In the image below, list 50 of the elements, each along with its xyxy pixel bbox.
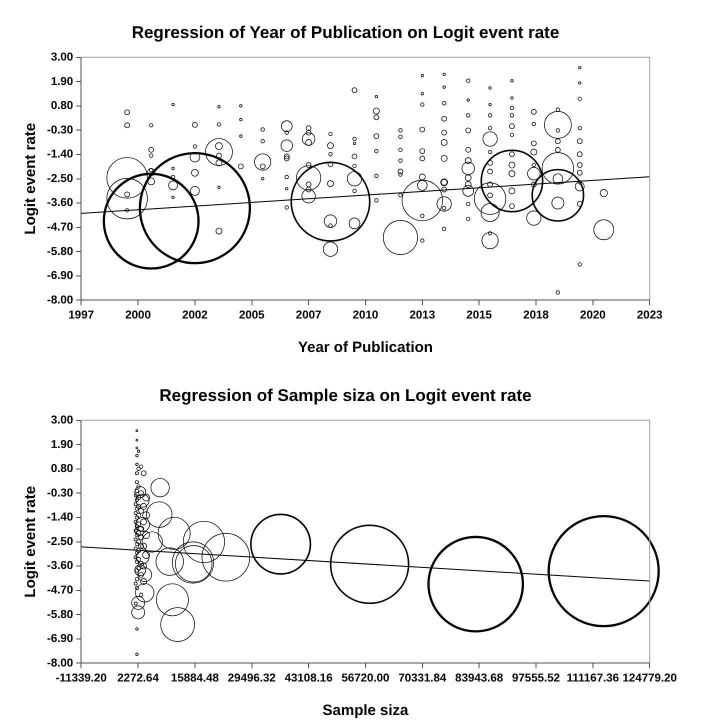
x-tick-label: 2002 xyxy=(182,309,208,322)
chart-title: Regression of Year of Publication on Logit event rate xyxy=(132,22,560,42)
x-axis-title: Year of Publication xyxy=(298,339,433,356)
y-tick-label: 1.90 xyxy=(50,438,74,451)
y-tick-label: -1.40 xyxy=(46,512,74,524)
y-tick-label: 0.80 xyxy=(50,100,74,112)
x-tick-label: 2000 xyxy=(125,309,151,322)
y-tick-label: -0.30 xyxy=(46,124,74,136)
x-tick-label: 97555.52 xyxy=(512,672,560,684)
x-tick-label: 2013 xyxy=(410,309,436,322)
y-tick-label: -2.50 xyxy=(46,536,74,548)
y-tick-label: -4.70 xyxy=(46,584,74,596)
y-tick-label: -2.50 xyxy=(46,172,74,185)
x-axis-title: Sample siza xyxy=(322,702,410,720)
x-tick-label: 2018 xyxy=(523,309,550,322)
y-tick-label: 1.90 xyxy=(50,76,74,88)
y-tick-label: 0.80 xyxy=(50,463,74,476)
x-tick-label: 124779.20 xyxy=(622,672,677,684)
x-tick-label: 83943.68 xyxy=(455,672,504,684)
x-tick-label: 29496.32 xyxy=(228,672,276,684)
x-tick-label: 111167.36 xyxy=(566,672,620,684)
y-tick-label: -3.60 xyxy=(46,560,74,572)
x-tick-label: 2005 xyxy=(238,309,266,322)
x-tick-label: 2272.64 xyxy=(117,672,160,684)
y-tick-label: 3.00 xyxy=(50,414,74,426)
y-tick-label: -8.00 xyxy=(46,657,74,670)
x-tick-label: 70331.84 xyxy=(398,672,447,684)
y-tick-label: -6.90 xyxy=(46,633,74,646)
x-tick-label: 15884.48 xyxy=(170,672,220,684)
x-tick-label: 2010 xyxy=(352,309,378,322)
y-tick-label: -5.80 xyxy=(46,246,74,258)
y-tick-label: -8.00 xyxy=(46,294,74,306)
x-tick-label: -11339.20 xyxy=(56,672,107,684)
chart-title: Regression of Sample siza on Logit event rate xyxy=(159,386,532,405)
y-axis-title: Logit event rate xyxy=(22,122,40,235)
y-tick-label: -4.70 xyxy=(46,222,74,234)
y-tick-label: -6.90 xyxy=(46,270,74,282)
y-tick-label: -5.80 xyxy=(46,608,74,621)
x-tick-label: 2007 xyxy=(296,309,322,322)
y-tick-label: 3.00 xyxy=(50,51,74,64)
y-tick-label: -1.40 xyxy=(46,148,74,161)
x-tick-label: 56720.00 xyxy=(341,672,390,684)
y-tick-label: -0.30 xyxy=(46,487,74,500)
y-axis-title: Logit event rate xyxy=(22,486,40,598)
x-tick-label: 2015 xyxy=(466,309,493,322)
x-tick-label: 1997 xyxy=(68,309,94,322)
x-tick-label: 43108.16 xyxy=(284,672,333,684)
y-tick-label: -3.60 xyxy=(46,197,74,210)
x-tick-label: 2023 xyxy=(636,309,662,322)
x-tick-label: 2020 xyxy=(580,309,606,322)
